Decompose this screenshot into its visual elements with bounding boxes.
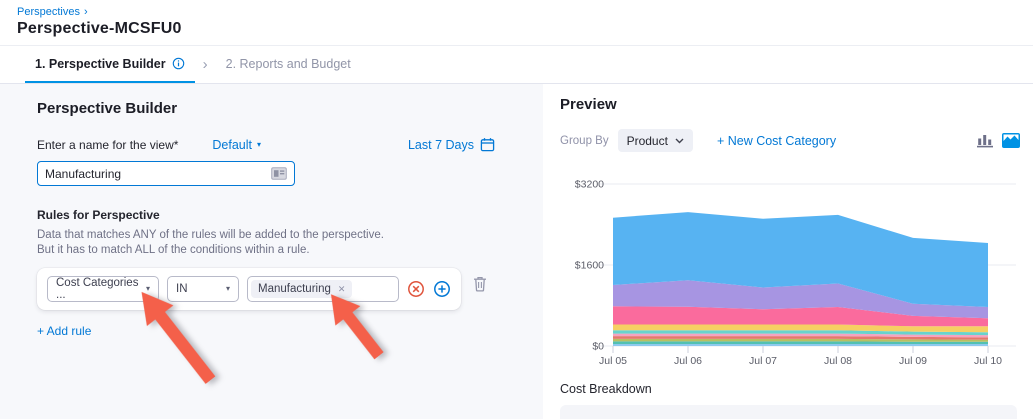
rules-heading: Rules for Perspective (37, 208, 160, 222)
svg-text:$1600: $1600 (575, 260, 604, 272)
annotation-arrow-field (141, 291, 216, 384)
info-icon (172, 57, 184, 70)
rules-description: Data that matches ANY of the rules will … (37, 228, 515, 258)
svg-text:Jul 07: Jul 07 (749, 355, 777, 367)
page-header: Perspectives › Perspective-MCSFU0 (0, 0, 1033, 46)
caret-down-icon: ▾ (145, 284, 150, 293)
area-chart-icon (1002, 133, 1020, 148)
value-chip: Manufacturing ✕ (251, 280, 353, 298)
caret-down-icon: ▾ (257, 139, 262, 149)
group-by-dropdown[interactable]: Product (617, 129, 693, 152)
chevron-right-icon: › (83, 6, 88, 18)
tab-separator-chevron-icon: › (202, 56, 208, 73)
svg-text:$3200: $3200 (575, 179, 604, 191)
value-chip-label: Manufacturing (258, 283, 331, 295)
rule-operator-value: IN (176, 283, 188, 295)
delete-rule-button[interactable] (473, 276, 487, 292)
svg-text:Jul 10: Jul 10 (974, 355, 1002, 367)
preview-panel: Preview Group By Product + New Cost Cate… (543, 84, 1033, 419)
rules-description-line1: Data that matches ANY of the rules will … (37, 229, 384, 241)
cost-preview-area-chart: $0 $1600 $3200 Jul 05 Jul 06 Jul 07 Jul 08 Jul … (575, 179, 1016, 367)
chip-remove-icon[interactable]: ✕ (337, 283, 346, 294)
trash-icon (474, 276, 486, 292)
circle-plus-icon (434, 281, 450, 297)
svg-text:Jul 09: Jul 09 (899, 355, 927, 367)
cost-breakdown-heading: Cost Breakdown (560, 382, 652, 396)
tab-perspective-builder[interactable]: 1. Perspective Builder (25, 46, 195, 83)
tab-bar: 1. Perspective Builder › 2. Reports and … (0, 46, 1033, 84)
svg-text:Jul 05: Jul 05 (599, 355, 627, 367)
perspective-builder-panel: Perspective Builder Enter a name for the… (0, 84, 543, 419)
perspective-name-value: Manufacturing (45, 166, 122, 181)
name-field-label: Enter a name for the view* (37, 137, 179, 152)
breadcrumb-link-perspectives[interactable]: Perspectives (17, 6, 80, 18)
breadcrumb: Perspectives › (17, 6, 1033, 18)
group-by-label: Group By (560, 134, 609, 147)
tab-label: 2. Reports and Budget (225, 56, 351, 71)
cost-breakdown-bar (560, 405, 1017, 419)
text-field-icon (271, 167, 287, 180)
rule-operator-dropdown[interactable]: IN ▾ (167, 276, 239, 302)
date-range-selector[interactable]: Last 7 Days (408, 137, 495, 152)
folder-dropdown-label: Default (212, 137, 253, 152)
group-by-value: Product (626, 133, 668, 148)
bar-chart-toggle-button[interactable] (977, 133, 993, 148)
bar-chart-icon (977, 135, 993, 148)
perspective-name-input[interactable]: Manufacturing (37, 161, 295, 186)
folder-dropdown[interactable]: Default ▾ (212, 138, 261, 152)
add-rule-button[interactable]: + Add rule (37, 324, 92, 338)
rule-field-value: Cost Categories ... (56, 277, 139, 301)
svg-text:Jul 08: Jul 08 (824, 355, 852, 367)
tab-label: 1. Perspective Builder (35, 56, 166, 71)
builder-heading: Perspective Builder (37, 100, 178, 117)
rule-field-dropdown[interactable]: Cost Categories ... ▾ (47, 276, 159, 302)
tab-reports-and-budget[interactable]: 2. Reports and Budget (216, 46, 361, 83)
date-range-label: Last 7 Days (407, 137, 474, 152)
calendar-icon (480, 138, 495, 152)
rules-description-line2: But it has to match ALL of the condition… (37, 244, 310, 256)
preview-heading: Preview (560, 96, 617, 113)
remove-condition-button[interactable] (407, 280, 425, 298)
caret-down-icon: ▾ (225, 284, 230, 293)
chevron-down-icon (675, 138, 684, 143)
area-chart-toggle-button[interactable] (1002, 133, 1020, 148)
annotation-arrow-value (330, 294, 384, 360)
svg-text:$0: $0 (592, 341, 604, 353)
add-condition-button[interactable] (433, 280, 451, 298)
page-title: Perspective-MCSFU0 (17, 20, 182, 37)
svg-text:Jul 06: Jul 06 (674, 355, 702, 367)
rule-card: Cost Categories ... ▾ IN ▾ Manufacturing… (37, 268, 461, 310)
circle-x-icon (408, 281, 424, 297)
new-cost-category-button[interactable]: + New Cost Category (716, 133, 837, 148)
rule-values-input[interactable]: Manufacturing ✕ (247, 276, 399, 302)
